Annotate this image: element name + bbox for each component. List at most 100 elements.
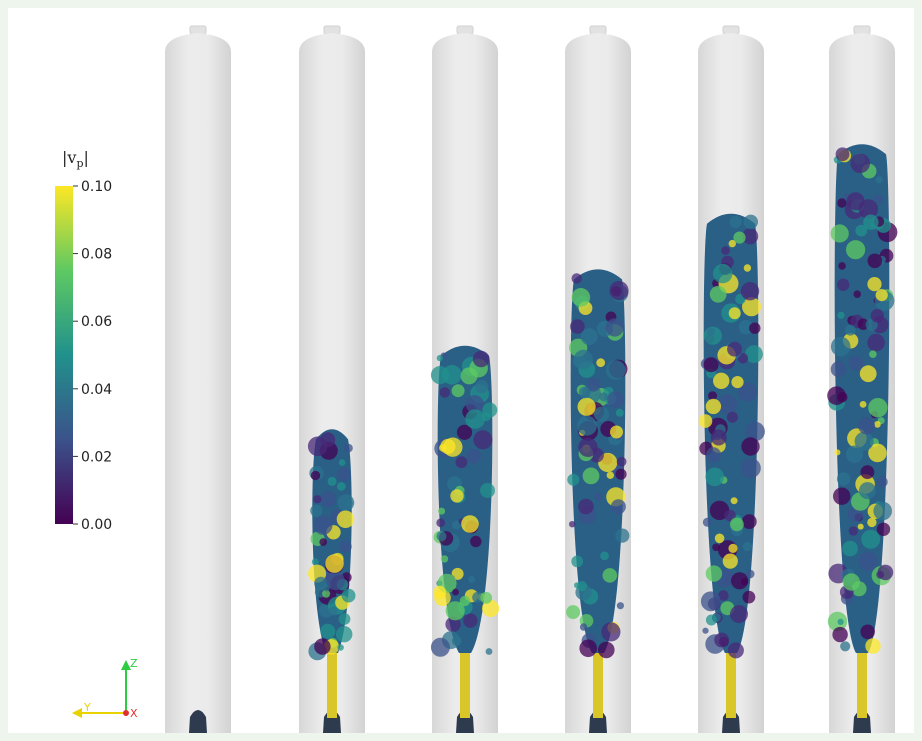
plume-particle-cluster xyxy=(858,199,879,219)
plume-particle-cluster xyxy=(714,632,729,648)
plume-particle-cluster xyxy=(722,553,738,569)
plume-particle-cluster xyxy=(827,611,848,632)
plume-particle-cluster xyxy=(859,482,876,500)
plume-particle-cluster xyxy=(455,456,468,469)
column-tube xyxy=(299,25,365,733)
plume-particle-cluster xyxy=(837,198,847,208)
plume-particle-cluster xyxy=(868,443,887,463)
plume-particle-cluster xyxy=(338,459,346,466)
plume-particle-cluster xyxy=(730,497,738,505)
tube-nozzle xyxy=(456,25,474,35)
plume-particle-cluster xyxy=(594,492,603,501)
tube-nozzle xyxy=(722,25,740,35)
plume-particle-cluster xyxy=(341,588,356,603)
plume-particle-cluster xyxy=(855,224,868,237)
plume-particle-cluster xyxy=(482,402,498,418)
plume-particle-cluster xyxy=(319,538,328,546)
plume-particle-cluster xyxy=(731,376,744,389)
plume-particle-cluster xyxy=(742,228,759,245)
plume-particle-cluster xyxy=(445,616,461,632)
plume-particle-cluster xyxy=(873,501,892,521)
plume-particle-cluster xyxy=(472,350,490,368)
plume-particle-cluster xyxy=(867,333,885,352)
plume-particle-cluster xyxy=(438,507,446,515)
plume-particle-cluster xyxy=(465,395,484,414)
plume-particle-cluster xyxy=(326,571,345,591)
plume-jet xyxy=(460,638,470,718)
plume-particle-cluster xyxy=(712,543,720,552)
plume-particle-cluster xyxy=(436,354,444,362)
z-axis-label: Z xyxy=(130,657,138,670)
tube-inlet xyxy=(189,710,207,733)
plume-particle-cluster xyxy=(573,349,593,369)
plume-particle-cluster xyxy=(465,409,485,429)
plume-particle-cluster xyxy=(609,281,629,301)
plume-particle-cluster xyxy=(749,322,761,334)
plume-particle-cluster xyxy=(461,515,479,533)
plume-particle-cluster xyxy=(577,415,597,436)
plume-particle-cluster xyxy=(571,288,591,307)
plume-particle-cluster xyxy=(705,565,723,582)
plume-particle-cluster xyxy=(451,384,465,398)
color-bar-tick-label: 0.06 xyxy=(81,314,112,330)
plume-particle-cluster xyxy=(337,644,344,651)
plume-particle-cluster xyxy=(737,382,757,402)
plume-particle-cluster xyxy=(576,581,588,592)
plume-particle-cluster xyxy=(586,378,601,392)
plume-particle-cluster xyxy=(466,449,481,464)
plume-body xyxy=(834,144,890,653)
plume-particle-cluster xyxy=(733,231,746,244)
color-bar-tick-label: 0.10 xyxy=(81,179,112,195)
plume-particle-cluster xyxy=(713,263,733,284)
plume-particle-cluster xyxy=(727,642,744,659)
plume-particle-cluster xyxy=(456,424,473,440)
plume-particle-cluster xyxy=(827,386,846,406)
plume-particle-cluster xyxy=(345,499,353,507)
plume-particle-cluster xyxy=(480,483,495,498)
particle-plume xyxy=(430,345,500,718)
plume-particle-cluster xyxy=(451,520,461,530)
plume-particle-cluster xyxy=(607,391,624,408)
plume-particle-cluster xyxy=(876,476,888,488)
plume-particle-cluster xyxy=(602,568,618,583)
plume-particle-cluster xyxy=(835,147,850,162)
plume-particle-cluster xyxy=(460,367,478,385)
plume-particle-cluster xyxy=(830,336,851,357)
plume-particle-cluster xyxy=(596,358,606,368)
plume-particle-cluster xyxy=(858,551,879,571)
tube-nozzle xyxy=(589,25,607,35)
plume-particle-cluster xyxy=(724,509,736,522)
plume-particle-cluster xyxy=(430,637,450,657)
plume-particle-cluster xyxy=(336,626,353,643)
plume-particle-cluster xyxy=(837,311,845,319)
plume-particle-cluster xyxy=(838,262,846,270)
plume-particle-cluster xyxy=(605,318,624,337)
column-set xyxy=(165,25,898,733)
plume-particle-cluster xyxy=(436,518,446,528)
plume-particle-cluster xyxy=(482,599,500,618)
plume-particle-cluster xyxy=(742,297,761,317)
plume-particle-cluster xyxy=(874,421,881,428)
plume-particle-cluster xyxy=(729,215,742,229)
plume-particle-cluster xyxy=(566,605,581,620)
plume-particle-cluster xyxy=(741,437,760,456)
plume-particle-cluster xyxy=(850,153,870,174)
plume-particle-cluster xyxy=(702,517,712,527)
plume-particle-cluster xyxy=(698,414,713,428)
plume-particle-cluster xyxy=(598,641,615,659)
plume-particle-cluster xyxy=(578,498,594,515)
plume-particle-cluster xyxy=(859,401,867,408)
plume-particle-cluster xyxy=(745,569,755,579)
plume-particle-cluster xyxy=(834,449,841,456)
plume-particle-cluster xyxy=(876,522,891,536)
plume-particle-cluster xyxy=(717,394,738,415)
plume-particle-cluster xyxy=(741,514,757,529)
plume-particle-cluster xyxy=(433,585,447,599)
visualization-stage: |vp| 0.10 0.08 0.06 0.04 0.02 0.00 Z Y X xyxy=(8,8,914,733)
plume-particle-cluster xyxy=(570,319,585,334)
color-bar-tick-label: 0.02 xyxy=(81,449,112,465)
column-tube xyxy=(565,25,631,733)
plume-jet xyxy=(726,638,736,718)
plume-particle-cluster xyxy=(718,590,729,601)
orientation-axes: Z Y X xyxy=(72,657,138,720)
